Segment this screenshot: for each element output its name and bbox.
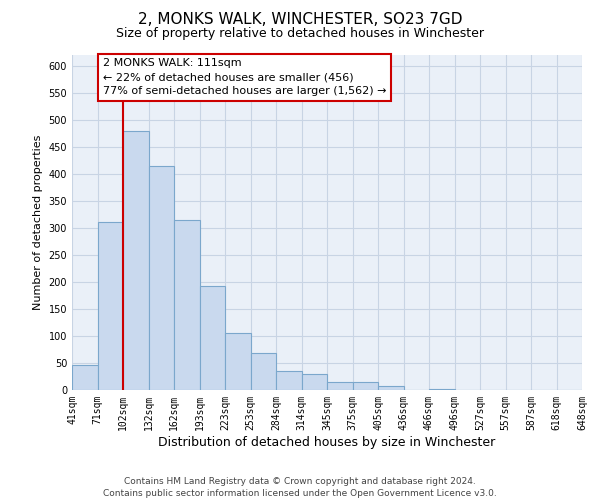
Bar [353,382,378,390]
Bar [174,220,199,390]
Bar [149,166,174,390]
X-axis label: Distribution of detached houses by size in Winchester: Distribution of detached houses by size … [158,436,496,448]
Bar [72,364,97,390]
Text: 2 MONKS WALK: 111sqm
← 22% of detached houses are smaller (456)
77% of semi-deta: 2 MONKS WALK: 111sqm ← 22% of detached h… [103,58,386,96]
Text: 2, MONKS WALK, WINCHESTER, SO23 7GD: 2, MONKS WALK, WINCHESTER, SO23 7GD [138,12,462,28]
Bar [199,286,225,390]
Bar [97,222,123,390]
Bar [302,374,327,390]
Y-axis label: Number of detached properties: Number of detached properties [33,135,43,310]
Text: Contains HM Land Registry data © Crown copyright and database right 2024.
Contai: Contains HM Land Registry data © Crown c… [103,476,497,498]
Bar [251,352,276,390]
Bar [276,370,302,390]
Bar [327,382,353,390]
Bar [123,130,149,390]
Bar [225,334,251,390]
Bar [378,386,404,390]
Text: Size of property relative to detached houses in Winchester: Size of property relative to detached ho… [116,28,484,40]
